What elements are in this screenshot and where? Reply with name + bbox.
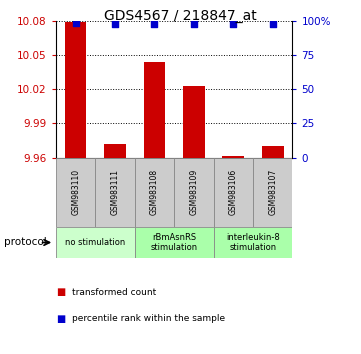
Text: GSM983111: GSM983111 — [110, 169, 119, 215]
Bar — [214, 158, 253, 227]
Point — [191, 21, 197, 27]
Text: GSM983108: GSM983108 — [150, 169, 159, 215]
Text: protocol: protocol — [4, 238, 46, 247]
Bar — [104, 144, 126, 158]
Bar — [174, 158, 214, 227]
Text: GSM983107: GSM983107 — [268, 169, 277, 215]
Bar — [95, 158, 135, 227]
Text: ■: ■ — [56, 314, 65, 324]
Bar — [253, 158, 292, 227]
Bar — [135, 158, 174, 227]
Point — [112, 21, 118, 27]
Text: GSM983109: GSM983109 — [190, 169, 199, 215]
Text: ■: ■ — [56, 287, 65, 297]
Bar — [56, 158, 95, 227]
Bar — [144, 62, 165, 158]
Text: GSM983110: GSM983110 — [71, 169, 80, 215]
Bar — [135, 227, 214, 258]
Bar — [56, 227, 135, 258]
Bar — [222, 156, 244, 158]
Point — [73, 21, 79, 26]
Bar — [262, 146, 283, 158]
Point — [270, 21, 275, 27]
Text: transformed count: transformed count — [72, 287, 156, 297]
Text: rBmAsnRS
stimulation: rBmAsnRS stimulation — [151, 233, 198, 252]
Point — [230, 21, 236, 27]
Bar — [183, 86, 205, 158]
Bar — [214, 227, 292, 258]
Text: GDS4567 / 218847_at: GDS4567 / 218847_at — [104, 9, 257, 23]
Point — [152, 21, 157, 27]
Text: percentile rank within the sample: percentile rank within the sample — [72, 314, 225, 323]
Text: no stimulation: no stimulation — [65, 238, 126, 247]
Text: interleukin-8
stimulation: interleukin-8 stimulation — [226, 233, 280, 252]
Text: GSM983106: GSM983106 — [229, 169, 238, 215]
Bar — [65, 22, 87, 158]
